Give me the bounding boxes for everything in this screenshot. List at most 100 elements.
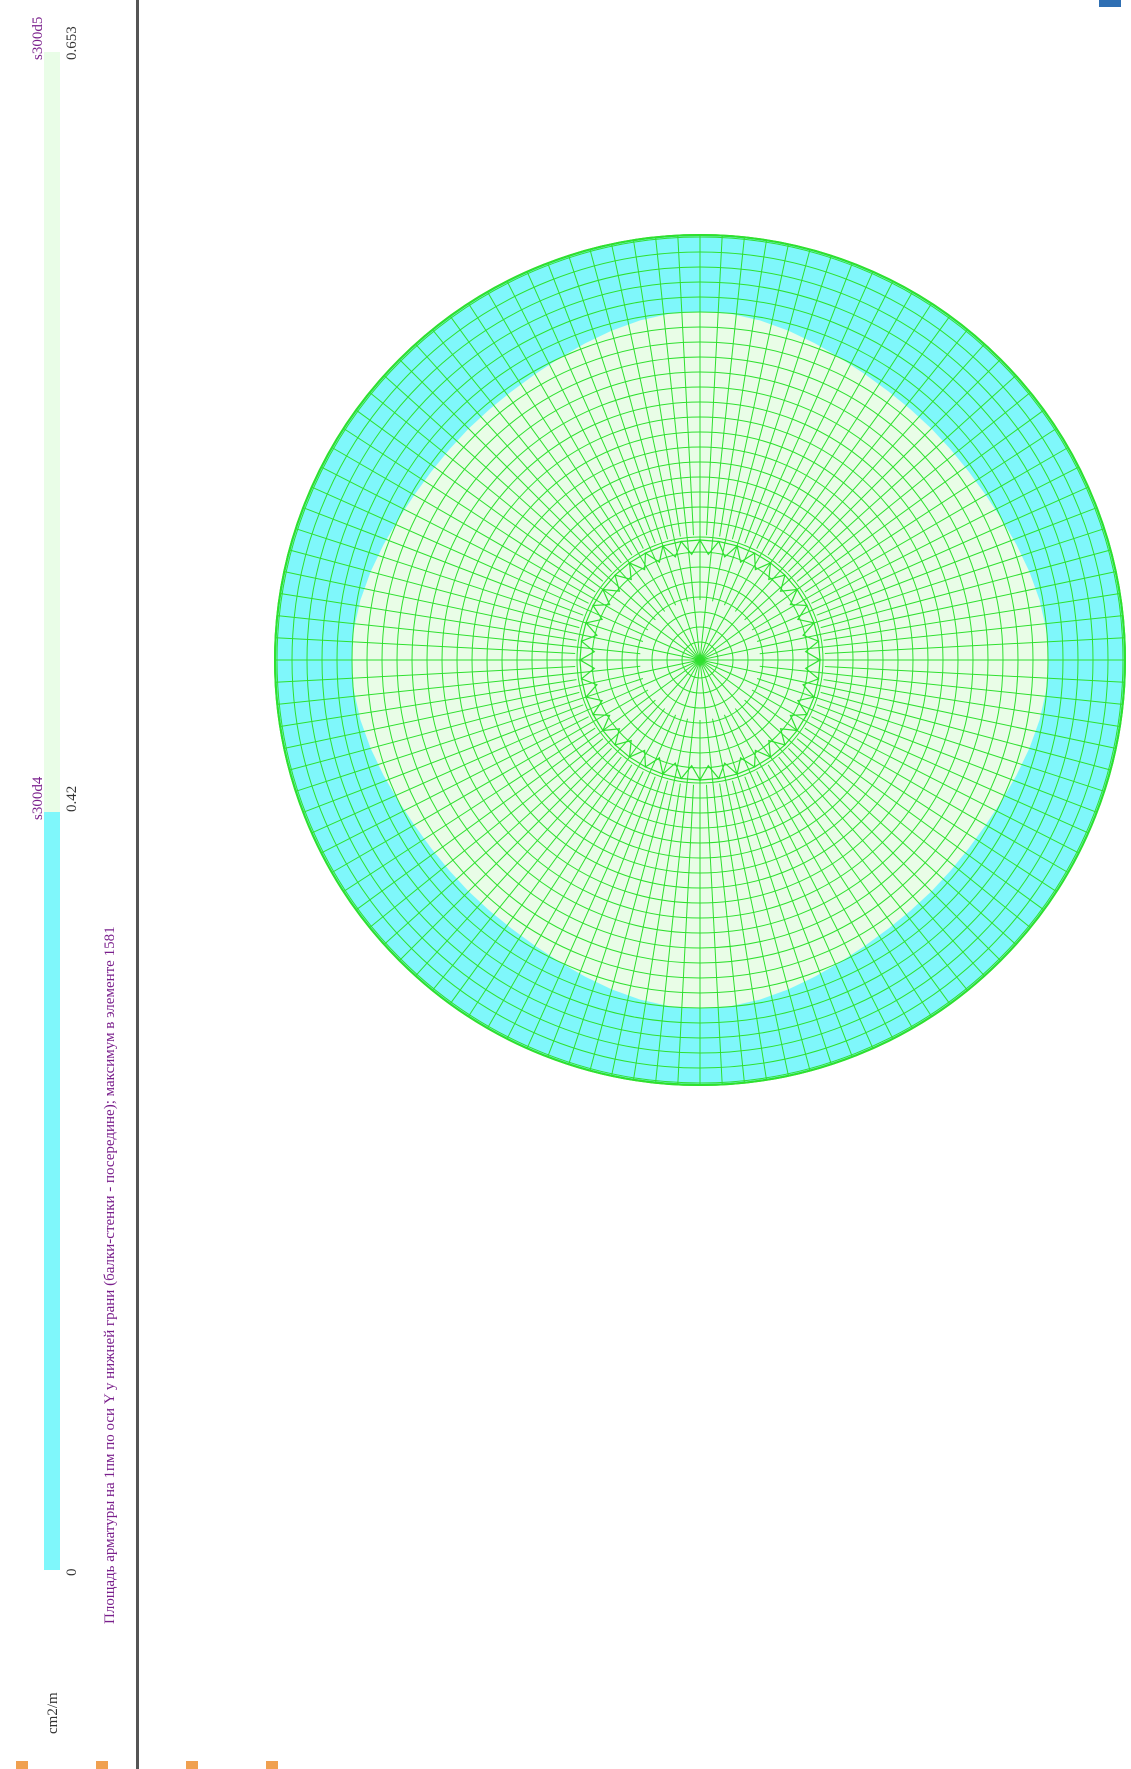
mesh-radial xyxy=(699,291,913,661)
corner-button[interactable] xyxy=(1099,0,1121,7)
mesh-radial xyxy=(796,392,1031,582)
mesh-radial xyxy=(699,659,913,1029)
mesh-radial xyxy=(751,447,1069,631)
mesh-radial xyxy=(369,392,604,582)
mesh-triangle xyxy=(768,739,787,759)
mesh-triangle xyxy=(789,588,809,607)
mesh-radial xyxy=(744,776,853,1057)
mesh-radial xyxy=(731,780,811,1071)
mesh-radial xyxy=(767,303,932,556)
mesh-radial xyxy=(823,679,1120,727)
mesh-radial xyxy=(699,659,985,977)
mesh-radial xyxy=(284,571,701,661)
toolbar-marker-1[interactable] xyxy=(16,1761,28,1769)
mesh-triangle xyxy=(717,762,739,780)
mesh-radial xyxy=(751,689,1069,873)
toolbar-marker-2[interactable] xyxy=(96,1761,108,1769)
mesh-radial xyxy=(719,240,767,537)
mesh-radial xyxy=(355,409,701,661)
mesh-triangle xyxy=(601,728,621,747)
mesh-triangle xyxy=(768,561,787,581)
mesh-radial xyxy=(321,716,589,854)
legend-segment-s300d5 xyxy=(44,52,60,812)
mesh-radial xyxy=(788,748,1001,961)
mesh-radial xyxy=(399,359,612,572)
mesh-triangle xyxy=(580,677,598,699)
mesh-radial xyxy=(677,784,694,1085)
mesh-radial xyxy=(759,665,1123,705)
mesh-triangle xyxy=(796,604,816,624)
mesh-triangle xyxy=(601,573,621,592)
mesh-radial xyxy=(633,240,681,537)
mesh-radial xyxy=(321,466,589,604)
mesh-radial xyxy=(487,291,701,661)
mesh-radial xyxy=(699,659,745,1083)
mesh-radial xyxy=(655,237,701,661)
mesh-radial xyxy=(432,756,622,991)
mesh-radial xyxy=(699,255,832,661)
mesh-radial xyxy=(756,528,1105,642)
mesh-radial xyxy=(568,659,701,1065)
legend-tick-mid: 0.42 xyxy=(64,785,80,812)
mesh-radial xyxy=(804,428,1057,593)
legend-bar xyxy=(44,52,60,1570)
mesh-radial xyxy=(526,714,677,1049)
mesh-radial xyxy=(655,659,701,1083)
legend-label-s300d4: s300d4 xyxy=(30,776,46,820)
mesh-triangle xyxy=(613,739,632,759)
mesh-radial xyxy=(699,659,1116,749)
mesh-radial xyxy=(506,281,644,549)
mesh-triangle xyxy=(717,540,739,558)
mesh-radial xyxy=(820,691,1111,771)
mesh-radial xyxy=(311,486,701,661)
mesh-radial xyxy=(706,235,723,536)
mesh-radial xyxy=(383,699,656,945)
mesh-plot xyxy=(274,234,1126,1086)
mesh-triangle xyxy=(789,713,809,732)
mesh-triangle xyxy=(613,561,632,581)
mesh-triangle xyxy=(698,764,720,781)
mesh-radial xyxy=(277,615,641,655)
mesh-radial xyxy=(811,716,1079,854)
toolbar-marker-3[interactable] xyxy=(186,1761,198,1769)
legend-tick-max: 0.653 xyxy=(64,26,80,60)
mesh-radial xyxy=(778,756,968,991)
mesh-radial xyxy=(468,764,633,1017)
mesh-radial xyxy=(289,691,580,771)
mesh-radial xyxy=(568,255,701,661)
mesh-radial xyxy=(277,665,641,705)
mesh-radial xyxy=(547,263,656,544)
mesh-triangle xyxy=(661,540,683,558)
mesh-radial xyxy=(311,659,701,834)
mesh-triangle xyxy=(736,544,756,564)
mesh-radial xyxy=(589,780,669,1071)
mesh-radial xyxy=(731,249,811,540)
mesh-radial xyxy=(723,714,874,1049)
mesh-radial xyxy=(734,708,951,1005)
mesh-radial xyxy=(712,718,789,1076)
mesh-radial xyxy=(723,271,874,606)
mesh-triangle xyxy=(584,696,604,716)
mesh-radial xyxy=(699,237,745,661)
mesh-radial xyxy=(355,659,701,911)
mesh-triangle xyxy=(804,658,821,680)
mesh-radial xyxy=(331,447,649,631)
mesh-radial xyxy=(449,315,666,612)
mesh-radial xyxy=(399,748,612,961)
mesh-radial xyxy=(699,659,1089,834)
mesh-triangle xyxy=(698,539,720,556)
mesh-triangle xyxy=(796,696,816,716)
mesh-outline xyxy=(274,234,1126,1086)
mesh-radial xyxy=(331,689,649,873)
mesh-radial xyxy=(343,428,596,593)
mesh-radial xyxy=(589,249,669,540)
plot-caption: Площадь арматуры на 1пм по оси Y у нижне… xyxy=(102,926,118,1624)
mesh-triangle xyxy=(680,539,702,556)
mesh-radial xyxy=(699,659,1045,911)
mesh-radial xyxy=(820,549,1111,629)
toolbar-marker-4[interactable] xyxy=(266,1761,278,1769)
mesh-triangle xyxy=(779,728,799,747)
mesh-radial xyxy=(449,708,666,1005)
mesh-radial xyxy=(706,784,723,1085)
mesh-radial xyxy=(824,666,1125,683)
